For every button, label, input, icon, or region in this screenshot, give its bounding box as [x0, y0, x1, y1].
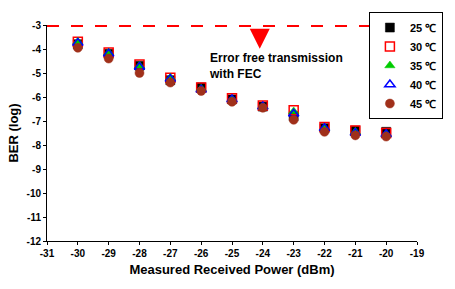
svg-text:-7: -7 — [32, 116, 41, 127]
svg-text:-25: -25 — [225, 248, 240, 259]
svg-text:-22: -22 — [317, 248, 332, 259]
svg-text:Error free transmissionwith FE: Error free transmissionwith FEC — [209, 51, 343, 81]
svg-text:-31: -31 — [40, 248, 55, 259]
svg-text:-23: -23 — [286, 248, 301, 259]
svg-text:-29: -29 — [101, 248, 116, 259]
svg-text:-19: -19 — [410, 248, 425, 259]
svg-text:-28: -28 — [132, 248, 147, 259]
svg-text:30 ℃: 30 ℃ — [410, 41, 436, 53]
svg-text:-11: -11 — [27, 212, 41, 223]
svg-text:-30: -30 — [71, 248, 86, 259]
svg-text:-21: -21 — [348, 248, 363, 259]
svg-text:-5: -5 — [32, 68, 41, 79]
svg-text:-20: -20 — [379, 248, 394, 259]
svg-text:-10: -10 — [27, 188, 42, 199]
svg-text:-9: -9 — [32, 164, 41, 175]
svg-text:-6: -6 — [32, 92, 41, 103]
svg-text:25 ℃: 25 ℃ — [410, 22, 436, 34]
svg-text:-26: -26 — [194, 248, 209, 259]
svg-text:BER (log): BER (log) — [6, 103, 21, 162]
svg-text:Measured Received Power (dBm): Measured Received Power (dBm) — [129, 262, 334, 277]
svg-text:-8: -8 — [32, 140, 41, 151]
svg-text:-12: -12 — [27, 236, 42, 247]
svg-text:-27: -27 — [163, 248, 178, 259]
svg-text:-4: -4 — [32, 44, 41, 55]
svg-text:40 ℃: 40 ℃ — [410, 79, 436, 91]
svg-text:-24: -24 — [256, 248, 271, 259]
svg-text:35 ℃: 35 ℃ — [410, 60, 436, 72]
svg-text:-3: -3 — [32, 20, 41, 31]
svg-text:45 ℃: 45 ℃ — [410, 98, 436, 110]
